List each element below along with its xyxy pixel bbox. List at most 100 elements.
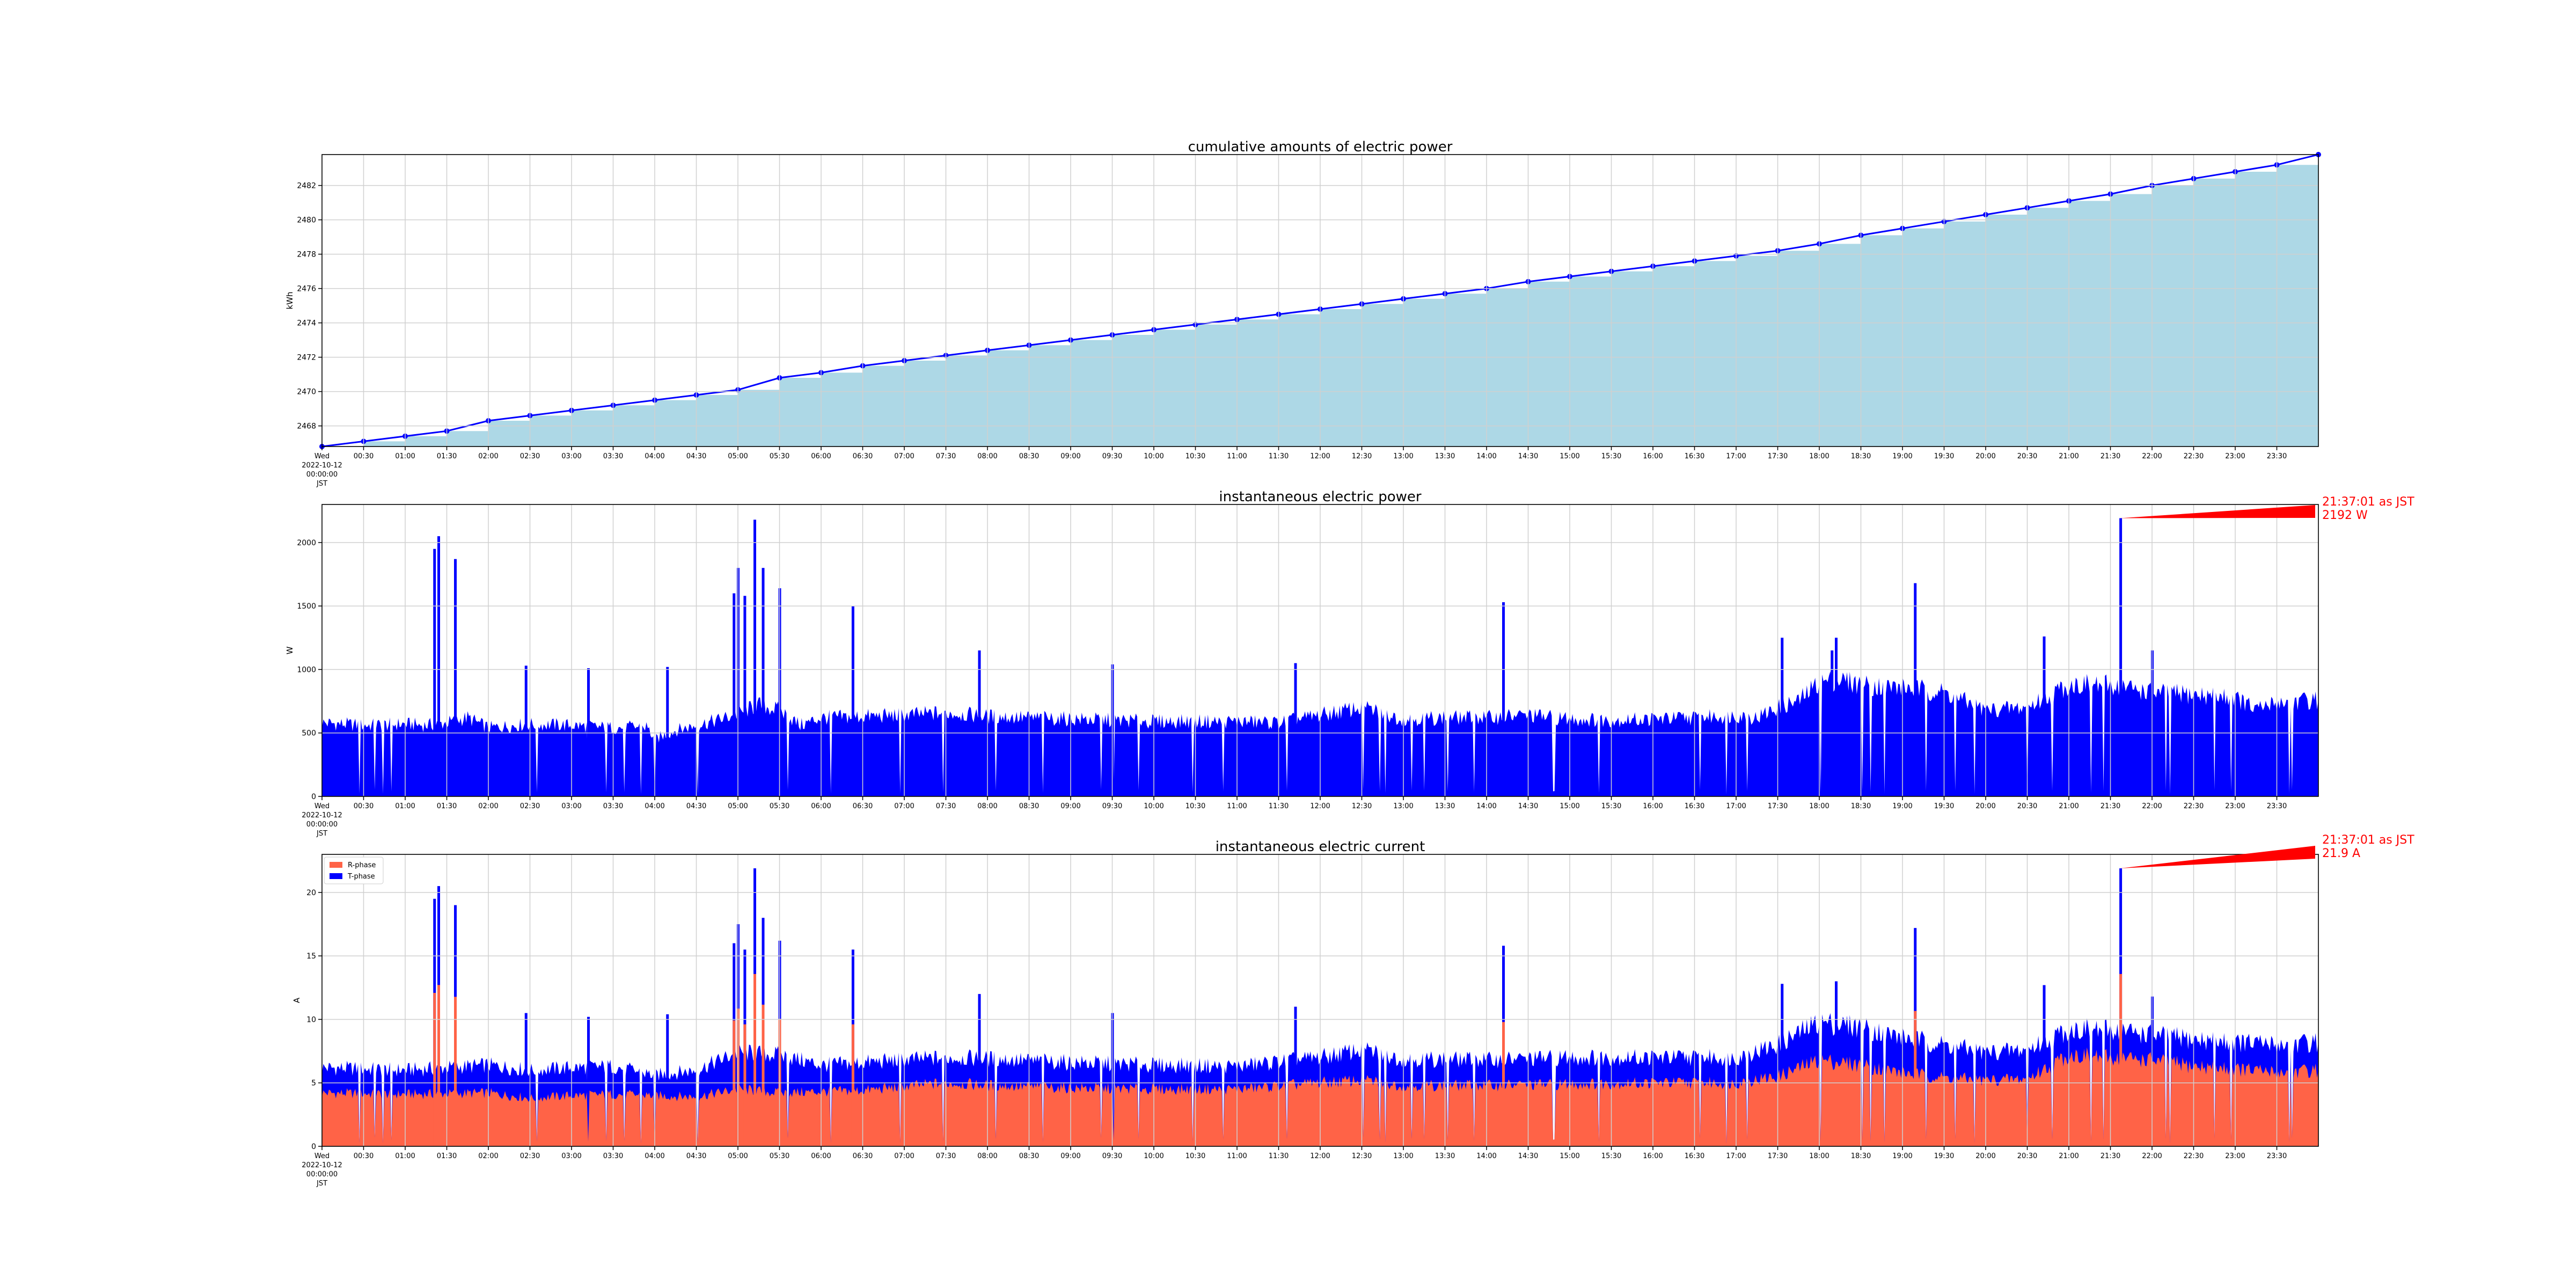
x-tick-label: 19:30 (1934, 452, 1954, 460)
x-tick-label: 02:00 (478, 802, 498, 810)
x-tick-label: 03:00 (561, 452, 581, 460)
y-tick-label: 1500 (297, 602, 316, 611)
x-tick-label: 02:30 (520, 452, 540, 460)
instantaneous-current-title: instantaneous electric current (1216, 839, 1425, 855)
x-tick-label: 16:30 (1685, 1152, 1704, 1160)
x-tick-label: 20:30 (2017, 1152, 2037, 1160)
y-tick-label: 2000 (297, 539, 316, 547)
current-spike-3 (524, 1013, 528, 1146)
x-tick-label: 12:00 (1310, 452, 1330, 460)
power-spike-0 (433, 548, 436, 796)
x-tick-label: 10:00 (1144, 802, 1163, 810)
y-tick-label: 2476 (297, 285, 316, 294)
x-tick-label: 08:00 (977, 1152, 997, 1160)
y-tick-label: 2478 (297, 251, 316, 259)
r-phase-spike-9 (753, 974, 756, 1146)
x-origin-label-line: 2022-10-12 (302, 811, 342, 819)
r-phase-spike-6 (733, 1020, 736, 1146)
x-tick-label: 08:30 (1019, 1152, 1039, 1160)
legend-swatch-r-phase (330, 862, 342, 868)
x-tick-label: 07:30 (936, 452, 956, 460)
x-tick-label: 16:00 (1643, 452, 1663, 460)
x-tick-label: 15:00 (1560, 802, 1579, 810)
x-tick-label: 10:30 (1185, 1152, 1205, 1160)
x-tick-label: 01:00 (395, 802, 415, 810)
x-tick-label: 05:00 (728, 802, 748, 810)
x-origin-label-line: JST (316, 480, 327, 488)
x-tick-label: 18:30 (1851, 802, 1871, 810)
x-tick-label: 04:00 (645, 1152, 664, 1160)
legend-label-t-phase: T-phase (347, 873, 375, 881)
x-tick-label: 08:00 (977, 802, 997, 810)
peak-annotation-arrow (2120, 505, 2315, 518)
x-tick-label: 00:30 (354, 1152, 374, 1160)
x-tick-label: 02:00 (478, 452, 498, 460)
x-tick-label: 18:00 (1809, 1152, 1829, 1160)
x-tick-label: 04:00 (645, 452, 664, 460)
x-tick-label: 07:00 (894, 452, 914, 460)
power-spike-20 (1914, 583, 1917, 796)
x-tick-label: 10:00 (1144, 452, 1163, 460)
power-peak-annotation-value: 2192 W (2322, 509, 2368, 522)
x-tick-label: 11:00 (1227, 802, 1247, 810)
current-peak-annotation-time: 21:37:01 as JST (2322, 833, 2414, 847)
x-tick-label: 11:30 (1269, 1152, 1289, 1160)
r-phase-spike-2 (454, 997, 457, 1146)
x-origin-label-line: Wed (314, 802, 330, 810)
current-peak-annotation-value: 21.9 A (2322, 847, 2360, 860)
x-origin-label-line: 00:00:00 (306, 471, 338, 479)
x-tick-label: 14:00 (1476, 1152, 1496, 1160)
x-tick-label: 17:00 (1726, 452, 1746, 460)
y-tick-label: 2468 (297, 422, 316, 431)
x-origin-label-line: JST (316, 1180, 327, 1188)
power-spike-18 (1831, 650, 1834, 796)
x-tick-label: 04:30 (686, 452, 706, 460)
x-tick-label: 06:30 (853, 452, 873, 460)
x-tick-label: 05:00 (728, 452, 748, 460)
power-spike-17 (1781, 638, 1784, 796)
y-tick-label: 20 (306, 889, 316, 897)
y-tick-label: 5 (311, 1079, 316, 1088)
x-tick-label: 18:30 (1851, 1152, 1871, 1160)
x-tick-label: 08:00 (977, 452, 997, 460)
x-tick-label: 21:00 (2059, 1152, 2079, 1160)
x-tick-label: 12:30 (1352, 802, 1372, 810)
peak-annotation-arrow (2120, 846, 2315, 869)
x-tick-label: 05:30 (770, 802, 789, 810)
y-tick-label: 1000 (297, 665, 316, 674)
x-tick-label: 15:30 (1601, 1152, 1621, 1160)
instantaneous-power-panel: instantaneous electric power W 21:37:01 … (285, 489, 2414, 838)
current-spike-4 (587, 1016, 590, 1146)
x-tick-label: 21:30 (2101, 802, 2120, 810)
r-phase-spike-19 (1914, 1011, 1917, 1146)
y-tick-label: 0 (311, 1143, 316, 1151)
x-tick-label: 22:30 (2184, 452, 2204, 460)
power-spike-8 (743, 596, 747, 796)
x-tick-label: 01:00 (395, 452, 415, 460)
x-tick-label: 20:00 (1975, 452, 1995, 460)
x-tick-label: 13:30 (1435, 1152, 1455, 1160)
x-tick-label: 04:30 (686, 802, 706, 810)
x-origin-label-line: 00:00:00 (306, 821, 338, 829)
current-spike-5 (666, 1014, 669, 1146)
x-tick-label: 01:00 (395, 1152, 415, 1160)
current-spike-17 (1781, 984, 1784, 1146)
r-phase-spike-21 (2119, 974, 2123, 1146)
x-tick-label: 09:30 (1102, 802, 1122, 810)
x-tick-label: 13:00 (1393, 452, 1413, 460)
r-phase-spike-16 (1502, 1022, 1505, 1146)
legend-label-r-phase: R-phase (348, 861, 376, 869)
x-tick-label: 15:30 (1601, 452, 1621, 460)
power-spike-9 (753, 519, 756, 796)
x-tick-label: 14:30 (1518, 802, 1538, 810)
x-tick-label: 12:00 (1310, 1152, 1330, 1160)
x-tick-label: 07:30 (936, 1152, 956, 1160)
x-tick-label: 00:30 (354, 802, 374, 810)
y-tick-label: 2474 (297, 319, 316, 328)
x-tick-label: 00:30 (354, 452, 374, 460)
x-tick-label: 23:30 (2267, 1152, 2287, 1160)
x-tick-label: 21:00 (2059, 452, 2079, 460)
x-tick-label: 09:00 (1060, 802, 1080, 810)
x-tick-label: 19:00 (1892, 1152, 1912, 1160)
x-tick-label: 11:30 (1269, 802, 1289, 810)
